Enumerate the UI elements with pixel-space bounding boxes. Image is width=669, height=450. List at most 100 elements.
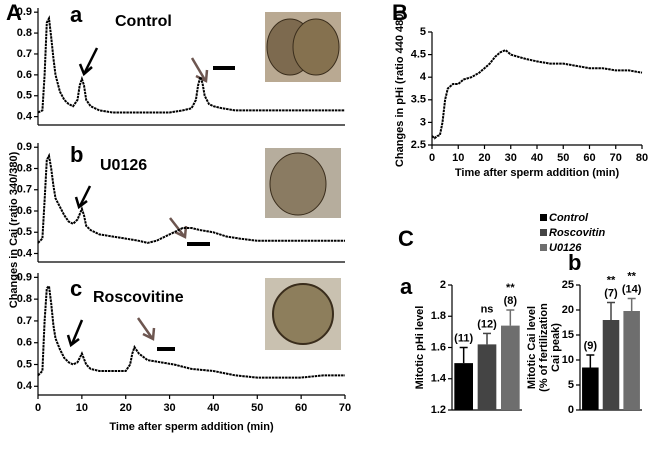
arrow xyxy=(169,217,185,237)
x-tick-label: 0 xyxy=(429,152,435,164)
bar xyxy=(454,363,473,410)
n-label: (9) xyxy=(584,340,598,352)
legend-label: U0126 xyxy=(549,242,582,254)
trace xyxy=(37,15,345,114)
n-label: (14) xyxy=(622,283,642,295)
y-tick-label: 4.5 xyxy=(411,49,426,61)
x-tick-label: 30 xyxy=(163,402,175,414)
x-tick-label: 20 xyxy=(120,402,132,414)
n-label: (11) xyxy=(454,332,473,344)
trace xyxy=(37,283,345,379)
y-tick-label: 1.8 xyxy=(431,310,446,322)
y-tick-label: 0.5 xyxy=(17,90,32,102)
annotation: U0126 xyxy=(100,157,147,174)
arrow xyxy=(190,57,207,81)
y-axis-label: (% of fertilization xyxy=(538,303,550,392)
n-label: (7) xyxy=(604,287,618,299)
y-tick-label: 1.4 xyxy=(431,373,447,385)
y-axis-label: Mitotic pHi level xyxy=(414,306,426,390)
x-tick-label: 10 xyxy=(76,402,88,414)
x-tick-label: 40 xyxy=(207,402,219,414)
legend-swatch xyxy=(540,214,547,221)
y-tick-label: 0.8 xyxy=(17,162,32,174)
arrow-head xyxy=(78,63,93,77)
y-tick-label: 0.4 xyxy=(17,111,33,123)
panel-label: A xyxy=(6,0,22,25)
x-tick-label: 20 xyxy=(478,152,490,164)
x-axis-label: Time after sperm addition (min) xyxy=(109,421,274,433)
significance: ** xyxy=(506,282,515,294)
x-tick-label: 70 xyxy=(339,402,351,414)
y-tick-label: 0.9 xyxy=(17,6,32,18)
y-axis-label: Changes in Cai (ratio 340/380) xyxy=(8,151,20,308)
x-tick-label: 70 xyxy=(610,152,622,164)
x-tick-label: 30 xyxy=(505,152,517,164)
y-tick-label: 10 xyxy=(562,354,574,366)
egg-cell xyxy=(272,283,334,345)
x-tick-label: 50 xyxy=(251,402,263,414)
y-tick-label: 5 xyxy=(420,26,426,38)
y-tick-label: 0.5 xyxy=(17,226,32,238)
x-tick-label: 60 xyxy=(583,152,595,164)
arrow-head xyxy=(66,334,80,348)
arrow xyxy=(70,319,84,345)
y-tick-label: 25 xyxy=(562,279,574,291)
legend-label: Roscovitin xyxy=(549,227,606,239)
x-tick-label: 50 xyxy=(557,152,569,164)
arrow-head xyxy=(142,327,156,341)
y-tick-label: 5 xyxy=(568,379,574,391)
x-tick-label: 60 xyxy=(295,402,307,414)
x-tick-label: 0 xyxy=(35,402,41,414)
bar xyxy=(602,320,620,410)
arrow xyxy=(136,317,154,339)
egg-cell xyxy=(269,152,327,216)
significance: ** xyxy=(627,270,636,282)
y-axis-label: Cai peak) xyxy=(550,323,562,372)
trace xyxy=(431,48,643,140)
y-tick-label: 4 xyxy=(420,71,427,83)
panel-label: B xyxy=(392,0,408,25)
y-tick-label: 2.5 xyxy=(411,139,426,151)
y-axis-label: Changes in pHi (ratio 440 480) xyxy=(394,10,406,167)
x-axis-label: Time after sperm addition (min) xyxy=(455,167,620,179)
egg-cell xyxy=(292,18,340,76)
legend-swatch xyxy=(540,244,547,251)
panel-label: C xyxy=(398,226,414,251)
y-tick-label: 0.7 xyxy=(17,315,32,327)
y-tick-label: 0.8 xyxy=(17,27,32,39)
x-tick-label: 40 xyxy=(531,152,543,164)
annotation: Control xyxy=(115,13,172,30)
subpanel-label: c xyxy=(70,276,82,301)
arrow-head xyxy=(174,225,188,239)
legend-label: Control xyxy=(549,212,589,224)
y-tick-label: 1.6 xyxy=(431,341,446,353)
significance: ** xyxy=(607,274,616,286)
bar xyxy=(582,367,599,410)
y-tick-label: 0 xyxy=(568,404,574,416)
y-tick-label: 0.4 xyxy=(17,247,33,259)
arrow xyxy=(83,47,99,73)
y-tick-label: 0.9 xyxy=(17,271,32,283)
egg-images xyxy=(265,12,341,350)
arrow xyxy=(78,185,92,207)
y-tick-label: 0.6 xyxy=(17,205,32,217)
y-tick-label: 0.9 xyxy=(17,141,32,153)
y-tick-label: 3 xyxy=(420,116,426,128)
bar xyxy=(623,311,640,410)
significance: ns xyxy=(481,303,494,315)
n-label: (12) xyxy=(477,318,497,330)
trace xyxy=(37,152,345,244)
y-axis-label: Mitotic Cai level xyxy=(526,306,538,389)
y-tick-label: 0.7 xyxy=(17,48,32,60)
n-label: (8) xyxy=(504,295,518,307)
y-tick-label: 0.6 xyxy=(17,337,32,349)
subpanel-label: b xyxy=(568,250,581,275)
x-tick-label: 80 xyxy=(636,152,648,164)
arrow-head xyxy=(74,196,88,210)
y-tick-label: 3.5 xyxy=(411,94,426,106)
y-tick-label: 2 xyxy=(440,279,446,291)
y-tick-label: 0.8 xyxy=(17,293,32,305)
bar xyxy=(501,325,520,410)
annotation: Roscovitine xyxy=(93,289,184,306)
